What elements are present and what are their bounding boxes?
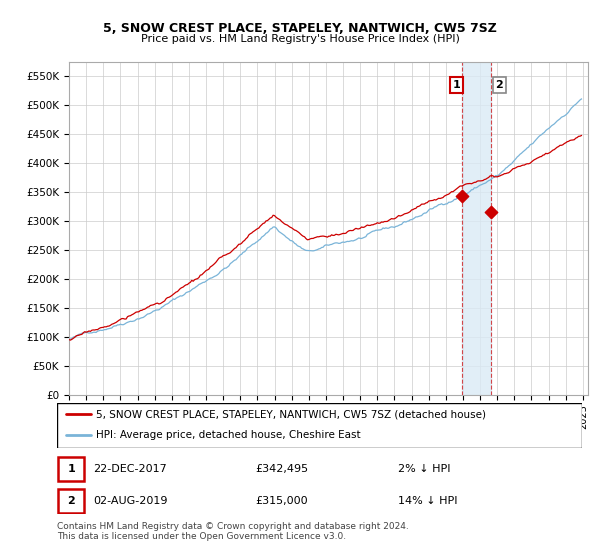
FancyBboxPatch shape — [58, 488, 85, 513]
Text: 5, SNOW CREST PLACE, STAPELEY, NANTWICH, CW5 7SZ (detached house): 5, SNOW CREST PLACE, STAPELEY, NANTWICH,… — [97, 409, 487, 419]
Text: 2% ↓ HPI: 2% ↓ HPI — [398, 464, 451, 474]
Text: 5, SNOW CREST PLACE, STAPELEY, NANTWICH, CW5 7SZ: 5, SNOW CREST PLACE, STAPELEY, NANTWICH,… — [103, 22, 497, 35]
Point — [486, 208, 496, 217]
Text: Contains HM Land Registry data © Crown copyright and database right 2024.
This d: Contains HM Land Registry data © Crown c… — [57, 522, 409, 542]
Point — [457, 192, 467, 201]
Text: 2: 2 — [496, 80, 503, 90]
Text: 22-DEC-2017: 22-DEC-2017 — [93, 464, 167, 474]
Text: 2: 2 — [68, 496, 75, 506]
Bar — [462, 62, 491, 395]
Text: Price paid vs. HM Land Registry's House Price Index (HPI): Price paid vs. HM Land Registry's House … — [140, 34, 460, 44]
Text: 02-AUG-2019: 02-AUG-2019 — [93, 496, 167, 506]
Text: 14% ↓ HPI: 14% ↓ HPI — [398, 496, 458, 506]
Text: HPI: Average price, detached house, Cheshire East: HPI: Average price, detached house, Ches… — [97, 431, 361, 441]
Text: £342,495: £342,495 — [256, 464, 308, 474]
Text: 1: 1 — [68, 464, 75, 474]
FancyBboxPatch shape — [57, 403, 582, 448]
FancyBboxPatch shape — [58, 457, 85, 482]
Text: 1: 1 — [452, 80, 460, 90]
Text: £315,000: £315,000 — [256, 496, 308, 506]
